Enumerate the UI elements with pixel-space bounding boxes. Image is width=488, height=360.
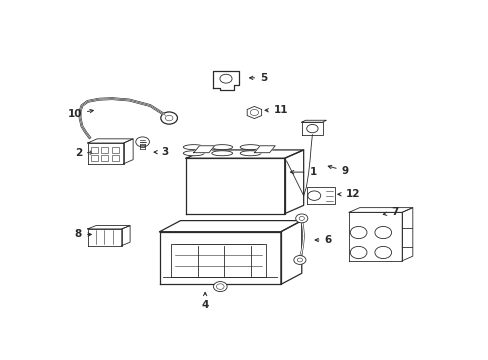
Circle shape	[306, 125, 317, 133]
Text: 10: 10	[67, 109, 93, 119]
Polygon shape	[123, 139, 133, 164]
Circle shape	[374, 246, 391, 258]
Ellipse shape	[240, 145, 261, 150]
Bar	[90, 155, 97, 161]
Polygon shape	[301, 122, 322, 135]
Text: 9: 9	[327, 166, 348, 176]
Polygon shape	[212, 71, 239, 90]
Circle shape	[161, 112, 177, 124]
Polygon shape	[254, 146, 275, 153]
Bar	[90, 147, 97, 153]
Bar	[101, 147, 108, 153]
Polygon shape	[87, 139, 133, 143]
Circle shape	[250, 109, 258, 116]
Polygon shape	[186, 150, 303, 158]
Polygon shape	[284, 150, 303, 214]
Polygon shape	[171, 244, 265, 278]
Text: 8: 8	[75, 229, 91, 239]
Text: 7: 7	[383, 207, 397, 217]
Ellipse shape	[183, 151, 204, 156]
Text: 12: 12	[337, 189, 359, 199]
Bar	[101, 155, 108, 161]
Polygon shape	[301, 120, 326, 122]
Ellipse shape	[183, 145, 204, 150]
Polygon shape	[401, 208, 412, 261]
Circle shape	[297, 258, 302, 262]
Polygon shape	[186, 158, 284, 214]
Polygon shape	[122, 226, 130, 246]
Polygon shape	[348, 212, 401, 261]
Bar	[112, 155, 119, 161]
Circle shape	[216, 284, 224, 289]
Text: 5: 5	[249, 73, 267, 83]
Ellipse shape	[211, 151, 232, 156]
Text: 4: 4	[201, 292, 208, 310]
Circle shape	[349, 246, 366, 258]
Text: 3: 3	[154, 147, 168, 157]
Circle shape	[220, 74, 232, 83]
Circle shape	[307, 191, 320, 201]
Polygon shape	[280, 221, 301, 284]
Polygon shape	[87, 226, 130, 229]
Polygon shape	[159, 221, 301, 232]
Circle shape	[349, 226, 366, 239]
Polygon shape	[306, 187, 334, 204]
Circle shape	[213, 282, 226, 292]
Text: 6: 6	[314, 235, 331, 245]
Polygon shape	[87, 229, 122, 246]
Circle shape	[165, 115, 173, 121]
Polygon shape	[246, 107, 261, 118]
Text: 11: 11	[264, 105, 287, 115]
Circle shape	[374, 226, 391, 239]
Text: 1: 1	[290, 167, 316, 177]
Polygon shape	[159, 232, 280, 284]
Ellipse shape	[211, 145, 232, 150]
Polygon shape	[87, 143, 123, 164]
Circle shape	[293, 256, 305, 264]
Polygon shape	[348, 208, 412, 212]
Circle shape	[299, 216, 304, 220]
Polygon shape	[193, 146, 214, 153]
Circle shape	[136, 137, 149, 147]
Ellipse shape	[240, 151, 261, 156]
Bar	[112, 147, 119, 153]
Circle shape	[295, 214, 307, 223]
Text: 2: 2	[75, 148, 93, 158]
